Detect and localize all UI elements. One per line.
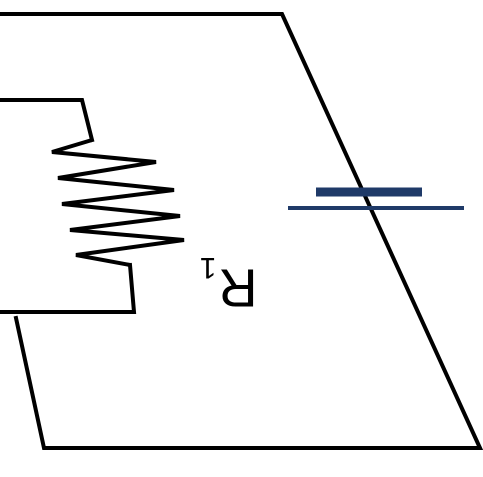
resistor-label-subscript: 1 bbox=[200, 251, 217, 284]
resistor-connector-wire bbox=[0, 98, 137, 314]
outer-wire-loop bbox=[0, 12, 483, 450]
resistor-r1 bbox=[51, 138, 185, 267]
resistor-label-main: R bbox=[219, 258, 258, 318]
resistor-label: R 1 bbox=[200, 251, 258, 318]
